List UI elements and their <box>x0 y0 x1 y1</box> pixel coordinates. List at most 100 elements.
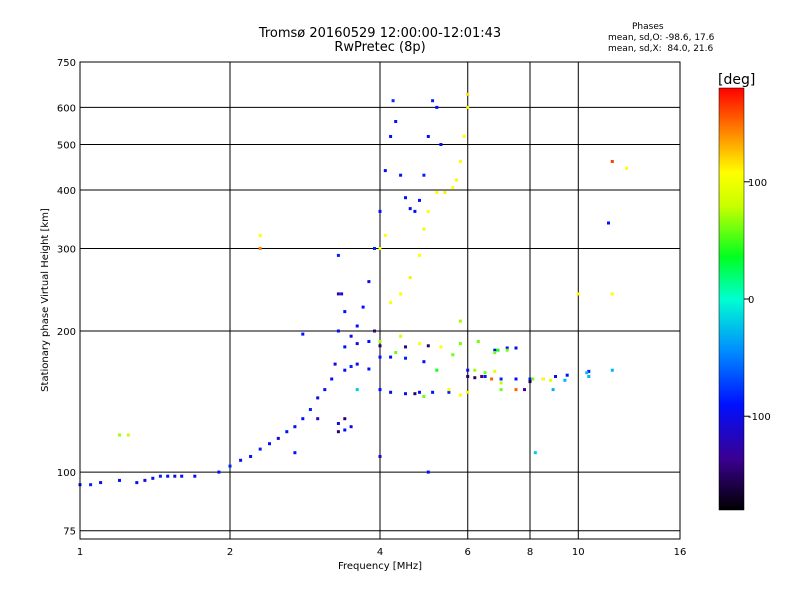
chart-subtitle: RwPretec (8p) <box>334 40 426 55</box>
data-point <box>528 380 532 384</box>
data-point <box>323 388 327 392</box>
data-point <box>554 375 557 378</box>
data-point <box>373 247 376 250</box>
data-point <box>316 396 320 400</box>
data-point <box>505 348 509 352</box>
data-point <box>466 105 470 109</box>
data-point <box>533 451 537 455</box>
y-tick-label: 100 <box>57 468 76 479</box>
data-point <box>505 346 509 350</box>
data-point <box>383 169 387 173</box>
data-point <box>435 368 439 372</box>
data-point <box>451 185 455 189</box>
data-point <box>330 377 334 381</box>
data-point <box>378 247 382 250</box>
data-point <box>373 329 376 333</box>
data-point <box>349 365 353 368</box>
data-point <box>563 378 567 382</box>
data-point <box>193 474 197 478</box>
data-point <box>217 470 221 474</box>
data-point <box>404 196 407 200</box>
data-point <box>355 388 359 392</box>
data-point <box>276 436 280 440</box>
data-point <box>118 478 121 482</box>
data-point <box>625 166 629 170</box>
data-point <box>458 319 462 323</box>
y-tick-label: 75 <box>63 527 76 538</box>
data-point <box>483 375 487 378</box>
data-point <box>158 474 162 478</box>
data-point <box>408 207 412 211</box>
data-point <box>378 388 382 392</box>
data-point <box>394 351 398 354</box>
y-tick-label: 750 <box>57 58 76 69</box>
colorbar-ticks: 100 0 -100 <box>744 178 771 423</box>
data-point <box>447 390 451 394</box>
data-point <box>451 353 455 357</box>
data-point <box>268 442 271 446</box>
data-point <box>336 422 340 425</box>
data-point <box>466 92 470 96</box>
colorbar-label: [deg] <box>718 72 755 88</box>
data-points <box>78 92 629 487</box>
data-point <box>587 369 591 373</box>
data-point <box>143 478 147 482</box>
data-point <box>336 253 340 257</box>
data-point <box>426 470 430 474</box>
y-tick-labels: 75 100 200 300 400 500 600 750 <box>57 58 76 538</box>
data-point <box>378 344 382 348</box>
data-point <box>528 377 532 381</box>
data-point <box>499 377 503 381</box>
data-point <box>549 378 553 382</box>
data-point <box>336 329 340 333</box>
data-point <box>431 99 435 103</box>
data-point <box>413 392 417 396</box>
data-point <box>458 342 462 346</box>
data-point <box>551 388 555 392</box>
colorbar-tick-label: 100 <box>748 178 767 189</box>
data-point <box>249 455 253 458</box>
data-point <box>480 375 484 378</box>
data-point <box>418 390 421 394</box>
data-point <box>435 105 439 109</box>
data-point <box>349 334 353 338</box>
y-axis-label: Stationary phase Virtual Height [km] <box>40 208 51 392</box>
data-point <box>490 377 494 381</box>
x-tick-label: 10 <box>572 547 585 558</box>
data-point <box>483 371 487 375</box>
data-point <box>458 393 462 397</box>
data-point <box>258 447 262 451</box>
data-point <box>565 373 569 377</box>
x-tick-label: 1 <box>77 547 83 558</box>
data-point <box>399 334 403 338</box>
x-tick-labels: 1 2 4 6 8 10 16 <box>77 547 687 558</box>
data-point <box>408 276 412 280</box>
data-point <box>422 360 426 364</box>
x-tick-label: 8 <box>527 547 533 558</box>
data-point <box>89 483 93 487</box>
data-point <box>422 227 426 231</box>
data-point <box>228 464 232 468</box>
data-point <box>343 368 347 372</box>
y-tick-label: 200 <box>57 327 76 338</box>
data-point <box>435 191 439 194</box>
data-point <box>399 173 403 177</box>
data-point <box>439 345 443 349</box>
data-point <box>285 430 289 434</box>
data-point <box>607 221 610 225</box>
data-point <box>455 178 459 182</box>
data-point <box>378 209 382 213</box>
data-point <box>466 368 470 372</box>
data-point <box>180 474 184 478</box>
y-tick-label: 400 <box>57 186 76 197</box>
data-point <box>426 135 430 138</box>
x-tick-label: 16 <box>674 547 687 558</box>
grid-lines <box>80 62 680 539</box>
colorbar-tick-label: -100 <box>748 412 771 423</box>
data-point <box>499 388 503 392</box>
x-axis-label: Frequency [MHz] <box>338 561 422 572</box>
phase-stats-heading: Phases <box>632 22 664 32</box>
data-point <box>493 351 497 354</box>
colorbar-tick-label: 0 <box>748 295 754 306</box>
